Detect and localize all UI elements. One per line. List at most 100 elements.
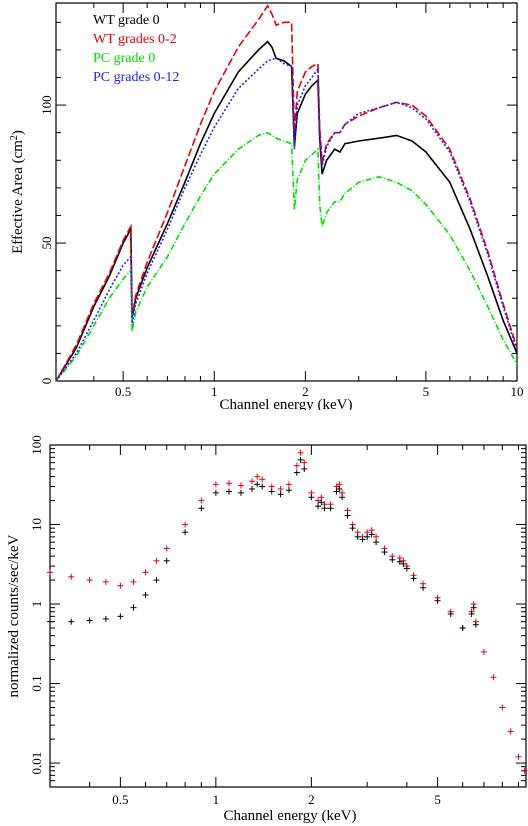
bottom-data-point-0 bbox=[480, 648, 487, 655]
top-plot-frame bbox=[55, 2, 518, 382]
bottom-data-point-0 bbox=[86, 577, 93, 584]
top-x-tick-label: 2 bbox=[302, 384, 309, 399]
bottom-data-point-1 bbox=[198, 505, 205, 512]
bottom-data-point-1 bbox=[420, 584, 427, 591]
bottom-data-point-0 bbox=[499, 704, 506, 711]
bottom-data-point-1 bbox=[249, 485, 256, 492]
bottom-data-point-1 bbox=[470, 604, 477, 611]
bottom-data-point-0 bbox=[373, 533, 380, 540]
top-x-axis-title: Channel energy (keV) bbox=[219, 397, 352, 410]
bottom-data-point-1 bbox=[403, 565, 410, 572]
bottom-data-point-1 bbox=[297, 456, 304, 463]
bottom-data-point-1 bbox=[336, 485, 343, 492]
bottom-data-point-1 bbox=[293, 469, 300, 476]
bottom-data-point-1 bbox=[142, 591, 149, 598]
bottom-data-point-0 bbox=[47, 569, 53, 576]
bottom-data-point-0 bbox=[515, 753, 522, 760]
bottom-data-point-1 bbox=[268, 488, 275, 495]
bottom-data-point-0 bbox=[254, 473, 261, 480]
bottom-data-point-1 bbox=[86, 617, 93, 624]
top-series-line-1 bbox=[55, 4, 518, 382]
bottom-data-point-1 bbox=[364, 533, 371, 540]
bottom-x-tick-label: 0.5 bbox=[112, 792, 128, 807]
bottom-data-point-1 bbox=[381, 549, 388, 556]
top-x-tick-label: 1 bbox=[211, 384, 218, 399]
bottom-x-axis-title: Channel energy (keV) bbox=[223, 808, 356, 824]
bottom-data-point-0 bbox=[297, 449, 304, 456]
bottom-data-point-1 bbox=[212, 489, 219, 496]
bottom-data-point-0 bbox=[212, 481, 219, 488]
top-series-line-2 bbox=[55, 131, 518, 382]
bottom-data-point-0 bbox=[249, 478, 256, 485]
bottom-data-point-0 bbox=[237, 482, 244, 489]
bottom-data-point-0 bbox=[507, 728, 514, 735]
top-series-line-0 bbox=[55, 40, 518, 382]
top-y-axis-title-main: Effective Area (cm bbox=[10, 140, 26, 254]
top-legend: WT grade 0 WT grades 0-2 PC grade 0 PC grad… bbox=[93, 13, 179, 85]
bottom-data-point-1 bbox=[368, 531, 375, 538]
top-y-axis-title: Effective Area (cm2) bbox=[9, 130, 26, 254]
bottom-data-point-0 bbox=[318, 494, 325, 501]
bottom-data-point-0 bbox=[117, 582, 124, 589]
bottom-data-point-0 bbox=[293, 462, 300, 469]
bottom-data-point-1 bbox=[344, 512, 351, 519]
top-y-axis-title-close: ) bbox=[10, 130, 26, 135]
bottom-data-point-1 bbox=[277, 491, 284, 498]
bottom-data-point-1 bbox=[130, 604, 137, 611]
bottom-data-point-1 bbox=[333, 488, 340, 495]
bottom-series-group bbox=[47, 449, 528, 774]
bottom-x-tick-label: 1 bbox=[213, 792, 220, 807]
bottom-data-point-0 bbox=[68, 573, 75, 580]
bottom-data-point-0 bbox=[153, 557, 160, 564]
top-y-tick-label: 50 bbox=[39, 237, 54, 250]
bottom-data-point-1 bbox=[354, 533, 361, 540]
bottom-data-point-1 bbox=[447, 610, 454, 617]
bottom-data-point-0 bbox=[301, 459, 308, 466]
top-x-tick-label: 5 bbox=[423, 384, 430, 399]
top-y-tick-label: 100 bbox=[39, 95, 54, 115]
top-x-tick-label: 0.5 bbox=[115, 384, 131, 399]
bottom-data-point-1 bbox=[153, 577, 160, 584]
bottom-data-point-0 bbox=[285, 481, 292, 488]
bottom-data-point-1 bbox=[254, 481, 261, 488]
bottom-data-point-1 bbox=[308, 494, 315, 501]
bottom-data-point-1 bbox=[400, 560, 407, 567]
bottom-data-point-1 bbox=[349, 525, 356, 532]
bottom-data-point-1 bbox=[327, 505, 334, 512]
bottom-data-point-1 bbox=[321, 505, 328, 512]
bottom-y-tick-label: 100 bbox=[29, 435, 44, 455]
bottom-data-point-1 bbox=[468, 610, 475, 617]
top-legend-entry-1: WT grades 0-2 bbox=[93, 32, 177, 47]
top-y-tick-label: 0 bbox=[39, 378, 54, 385]
top-legend-entry-2: PC grade 0 bbox=[93, 51, 155, 66]
bottom-data-point-1 bbox=[47, 618, 53, 625]
counts-spectrum-chart: 0.5 1 2 5 0.01 0.1 1 10 100 Channel energy (keV)… bbox=[6, 435, 528, 824]
bottom-data-point-1 bbox=[315, 503, 322, 510]
top-series-line-3 bbox=[55, 57, 518, 382]
bottom-y-tick-label: 1 bbox=[29, 601, 44, 608]
bottom-data-point-1 bbox=[396, 558, 403, 565]
bottom-data-point-0 bbox=[182, 521, 189, 528]
bottom-y-tick-label: 10 bbox=[29, 518, 44, 531]
bottom-axis-ticks: 0.5 1 2 5 0.01 0.1 1 10 100 bbox=[29, 435, 526, 807]
top-x-tick-label: 10 bbox=[511, 384, 524, 399]
top-y-axis-title-sup: 2 bbox=[9, 135, 20, 140]
bottom-data-point-1 bbox=[102, 615, 109, 622]
bottom-data-point-0 bbox=[490, 674, 497, 681]
bottom-data-point-1 bbox=[339, 494, 346, 501]
bottom-data-point-0 bbox=[163, 545, 170, 552]
bottom-data-point-1 bbox=[237, 489, 244, 496]
bottom-data-point-1 bbox=[459, 624, 466, 631]
bottom-data-point-1 bbox=[434, 597, 441, 604]
top-legend-entry-3: PC grades 0-12 bbox=[93, 70, 179, 85]
bottom-data-point-0 bbox=[315, 497, 322, 504]
bottom-data-point-0 bbox=[225, 480, 232, 487]
bottom-data-point-1 bbox=[225, 488, 232, 495]
bottom-y-tick-label: 0.1 bbox=[29, 675, 44, 691]
bottom-x-tick-label: 2 bbox=[308, 792, 315, 807]
bottom-data-point-1 bbox=[117, 613, 124, 620]
bottom-data-point-0 bbox=[142, 569, 149, 576]
bottom-data-point-1 bbox=[301, 465, 308, 472]
